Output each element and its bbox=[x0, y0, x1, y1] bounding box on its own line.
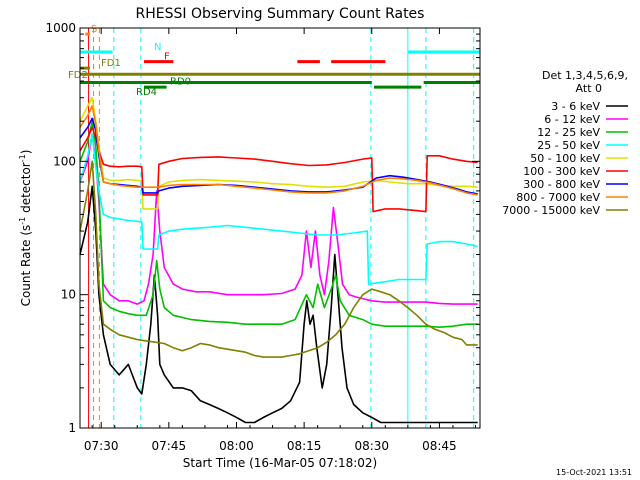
legend-label-3: 25 - 50 keV bbox=[537, 139, 600, 152]
x-axis: 07:30 07:45 08:00 08:15 08:30 08:45 bbox=[84, 28, 476, 453]
series-line-3 bbox=[79, 133, 478, 285]
chart-title: RHESSI Observing Summary Count Rates bbox=[136, 6, 425, 22]
series-line-7 bbox=[79, 105, 478, 196]
legend-label-2: 12 - 25 keV bbox=[537, 126, 600, 139]
footer-timestamp: 15-Oct-2021 13:51 bbox=[556, 468, 632, 477]
plot-area: S NF FD1 FD2 RD0 RD4 bbox=[68, 24, 480, 428]
x-tick-label-2: 08:00 bbox=[219, 439, 254, 453]
y-axis: 1 10 100 1000 bbox=[45, 21, 480, 435]
status-label-f: F bbox=[164, 52, 170, 63]
x-tick-label-3: 08:15 bbox=[287, 439, 322, 453]
x-tick-label-5: 08:45 bbox=[422, 439, 457, 453]
series-line-8 bbox=[79, 160, 478, 358]
status-label-fd1: FD1 bbox=[101, 58, 121, 69]
series-line-2 bbox=[79, 120, 478, 328]
y-tick-label-0: 1 bbox=[68, 421, 76, 435]
x-tick-label-0: 07:30 bbox=[84, 439, 119, 453]
status-label-rd0: RD0 bbox=[170, 77, 191, 88]
series-line-4 bbox=[79, 96, 478, 210]
y-tick-label-1: 10 bbox=[61, 288, 76, 302]
legend-label-8: 7000 - 15000 keV bbox=[502, 204, 600, 217]
series-line-1 bbox=[79, 133, 478, 305]
y-tick-label-2: 100 bbox=[53, 154, 76, 168]
legend-header-line2: Att 0 bbox=[576, 82, 602, 95]
legend-label-6: 300 - 800 keV bbox=[523, 178, 600, 191]
y-tick-label-3: 1000 bbox=[45, 21, 76, 35]
legend-label-1: 6 - 12 keV bbox=[544, 113, 600, 126]
x-axis-label: Start Time (16-Mar-05 07:18:02) bbox=[183, 456, 377, 470]
status-label-s: S bbox=[91, 24, 97, 35]
series-line-5 bbox=[79, 126, 478, 213]
legend-label-4: 50 - 100 keV bbox=[530, 152, 600, 165]
legend-label-0: 3 - 6 keV bbox=[551, 100, 600, 113]
x-tick-label-4: 08:30 bbox=[354, 439, 389, 453]
series-line-0 bbox=[79, 185, 478, 424]
legend-label-7: 800 - 7000 keV bbox=[516, 191, 600, 204]
status-label-fd2: FD2 bbox=[68, 70, 88, 81]
legend-label-5: 100 - 300 keV bbox=[523, 165, 600, 178]
y-axis-label: Count Rate (s-1 detector-1) bbox=[18, 150, 33, 307]
legend-header-line1: Det 1,3,4,5,6,9, bbox=[542, 69, 628, 82]
x-tick-label-1: 07:45 bbox=[152, 439, 187, 453]
plot-frame bbox=[79, 27, 481, 429]
status-label-rd4: RD4 bbox=[136, 87, 157, 98]
status-label-n: N bbox=[154, 42, 161, 53]
